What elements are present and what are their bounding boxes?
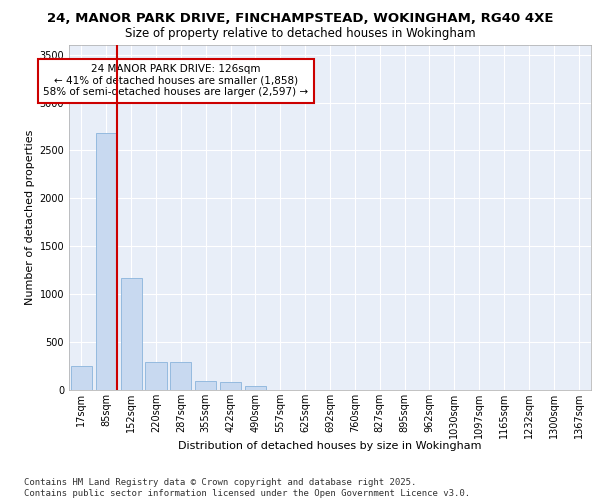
Text: 24 MANOR PARK DRIVE: 126sqm
← 41% of detached houses are smaller (1,858)
58% of : 24 MANOR PARK DRIVE: 126sqm ← 41% of det… (43, 64, 308, 98)
Bar (96, 133, 117, 390)
Bar (220, 382, 241, 390)
Text: Size of property relative to detached houses in Wokingham: Size of property relative to detached ho… (125, 28, 475, 40)
Bar (71, 366, 92, 390)
Text: Contains HM Land Registry data © Crown copyright and database right 2025.
Contai: Contains HM Land Registry data © Crown c… (24, 478, 470, 498)
Bar (170, 362, 191, 390)
Text: 24, MANOR PARK DRIVE, FINCHAMPSTEAD, WOKINGHAM, RG40 4XE: 24, MANOR PARK DRIVE, FINCHAMPSTEAD, WOK… (47, 12, 553, 26)
X-axis label: Distribution of detached houses by size in Wokingham: Distribution of detached houses by size … (178, 441, 482, 451)
Bar (121, 278, 142, 390)
Y-axis label: Number of detached properties: Number of detached properties (25, 130, 35, 305)
Bar (195, 381, 216, 390)
Bar (245, 386, 266, 390)
Bar (145, 362, 167, 390)
